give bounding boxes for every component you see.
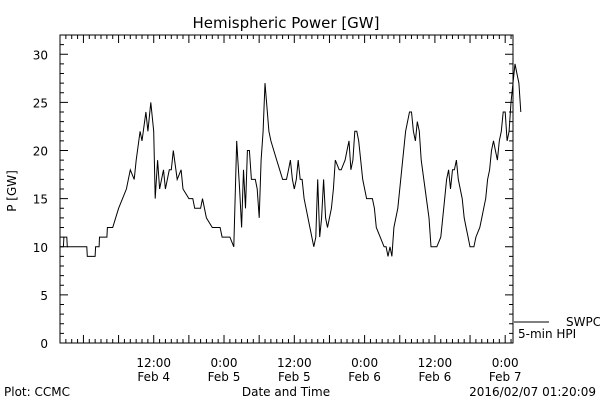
legend: SWPC 5-min HPI bbox=[514, 315, 600, 341]
x-tick-label-date: Feb 5 bbox=[278, 370, 311, 384]
x-tick-label-time: 0:00 bbox=[492, 356, 519, 370]
x-tick-label-date: Feb 7 bbox=[489, 370, 522, 384]
x-axis-label: Date and Time bbox=[242, 385, 330, 399]
y-tick-label: 25 bbox=[33, 96, 48, 110]
x-tick-label-time: 0:00 bbox=[211, 356, 238, 370]
chart-title: Hemispheric Power [GW] bbox=[193, 14, 380, 32]
y-tick-label: 15 bbox=[33, 193, 48, 207]
x-tick-label-date: Feb 6 bbox=[348, 370, 381, 384]
legend-label-swpc: SWPC bbox=[566, 315, 600, 329]
x-tick-label-time: 0:00 bbox=[351, 356, 378, 370]
y-axis: 0 5 10 15 20 25 30 bbox=[33, 34, 513, 351]
y-tick-label: 30 bbox=[33, 48, 48, 62]
y-axis-label: P [GW] bbox=[5, 170, 19, 212]
footer-credit: Plot: CCMC bbox=[4, 385, 70, 399]
y-tick-label: 0 bbox=[40, 337, 48, 351]
y-tick-label: 5 bbox=[40, 289, 48, 303]
x-tick-label-time: 12:00 bbox=[277, 356, 312, 370]
footer-timestamp: 2016/02/07 01:20:09 bbox=[469, 385, 596, 399]
x-tick-label-date: Feb 4 bbox=[137, 370, 170, 384]
y-tick-label: 10 bbox=[33, 241, 48, 255]
legend-label-hpi: 5-min HPI bbox=[518, 327, 576, 341]
plot-frame bbox=[59, 34, 514, 344]
y-tick-label: 20 bbox=[33, 145, 48, 159]
x-tick-label-date: Feb 5 bbox=[208, 370, 241, 384]
series-line-swpc bbox=[60, 63, 522, 257]
x-tick-label-date: Feb 6 bbox=[419, 370, 452, 384]
x-tick-label-time: 12:00 bbox=[418, 356, 453, 370]
x-tick-label-time: 12:00 bbox=[136, 356, 171, 370]
